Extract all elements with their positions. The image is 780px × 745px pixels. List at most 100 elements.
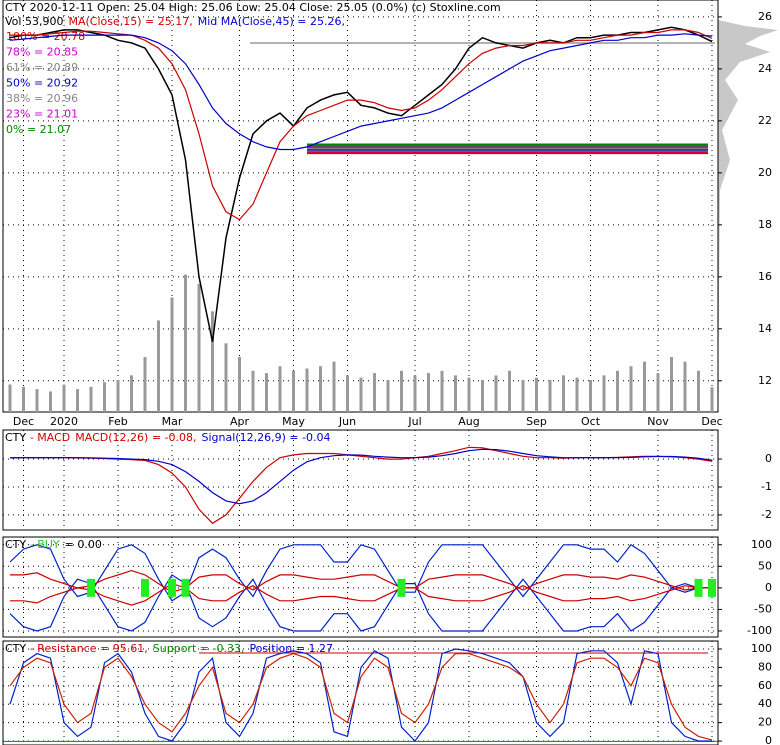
fib-label: 50% = 20.92 — [6, 77, 78, 90]
series-line — [9, 648, 712, 742]
volume-bar — [413, 375, 417, 412]
y-tick-label: 12 — [758, 374, 772, 387]
x-tick-label: Dec — [701, 415, 722, 428]
y-tick-label: 80 — [758, 660, 772, 673]
header-segment: Support = -0.33, — [153, 642, 245, 655]
series-line — [9, 448, 713, 505]
header-segment: CTY — [5, 642, 26, 655]
header-segment: - MACD — [30, 431, 70, 444]
volume-bar — [670, 357, 673, 412]
x-tick-label: Apr — [230, 415, 250, 428]
x-tick-label: Mar — [162, 415, 183, 428]
x-tick-label: Dec — [13, 415, 34, 428]
fib-label: 0% = 21.07 — [6, 123, 71, 136]
panel-frame — [2, 536, 719, 638]
y-tick-label: -50 — [754, 602, 772, 615]
header-segment: MA(Close,15) = 25.17, — [68, 15, 192, 28]
volume-bar — [251, 370, 255, 412]
volume-bar — [157, 320, 160, 412]
y-tick-label: 18 — [758, 218, 772, 231]
volume-bar — [130, 375, 133, 412]
volume-bar — [440, 370, 444, 412]
buy-marker — [694, 578, 703, 597]
header-segment: = 0.00 — [65, 538, 102, 551]
buy-marker — [141, 578, 149, 597]
buy-marker — [87, 578, 95, 597]
panel-header: CTY - MACD MACD(12,26) = -0.08, Signal(12,2… — [5, 431, 331, 444]
volume-bar — [49, 391, 52, 412]
series-line — [9, 574, 712, 632]
series-line — [10, 582, 712, 606]
volume-bar — [143, 357, 147, 412]
volume-bar — [521, 379, 525, 412]
volume-bar — [454, 375, 457, 412]
y-tick-label: 26 — [758, 10, 772, 23]
volume-bar — [211, 311, 214, 412]
y-tick-label: 0 — [765, 581, 772, 594]
volume-bar — [629, 366, 633, 412]
series-line — [9, 544, 712, 602]
series-line — [9, 33, 713, 151]
x-tick-label: Sep — [526, 415, 547, 428]
volume-bar — [589, 379, 592, 412]
x-tick-label: Jun — [338, 415, 356, 428]
volume-bar — [656, 373, 660, 412]
volume-bar — [548, 379, 552, 412]
volume-bar — [332, 361, 336, 412]
header-segment: - Resistance = 95.61, — [30, 642, 148, 655]
panel-frame — [2, 640, 719, 745]
volume-bar — [22, 386, 25, 412]
volume-bar — [359, 377, 363, 412]
volume-bar — [697, 370, 700, 412]
volume-bar — [305, 368, 309, 412]
y-tick-label: 60 — [758, 679, 772, 692]
y-tick-label: 14 — [758, 322, 772, 335]
fib-label: 61% = 20.89 — [6, 61, 78, 74]
fib-label: 78% = 20.85 — [6, 46, 78, 59]
x-tick-label: May — [282, 415, 305, 428]
volume-bar — [197, 283, 201, 412]
volume-bar — [535, 377, 538, 412]
y-tick-label: 22 — [758, 114, 772, 127]
header-segment: Signal(12,26,9) = -0.04 — [202, 431, 331, 444]
header-segment: CTY 2020-12-11 Open: 25.04 High: 25.06 L… — [5, 1, 501, 14]
x-tick-label: Jul — [407, 415, 421, 428]
volume-bar — [400, 370, 403, 412]
buy-marker — [708, 578, 716, 597]
header-segment: MACD(12,26) = -0.08, — [75, 431, 196, 444]
series-line — [9, 652, 713, 741]
volume-bar — [89, 386, 93, 412]
volume-bar — [427, 373, 430, 412]
volume-profile — [718, 20, 778, 410]
y-tick-label: 0 — [765, 734, 772, 745]
volume-bar — [643, 361, 646, 412]
volume-bar — [278, 366, 282, 412]
volume-bar — [319, 366, 322, 412]
volume-bar — [373, 373, 376, 412]
volume-bar — [562, 375, 565, 412]
volume-bar — [616, 370, 619, 412]
buy-marker — [397, 578, 406, 597]
buy-marker — [181, 578, 190, 597]
volume-bar — [386, 379, 390, 412]
fib-label: 23% = 21.01 — [6, 108, 78, 121]
volume-bar — [494, 375, 498, 412]
header-segment: Position = 1.27 — [249, 642, 333, 655]
header-segment: Vol 53,900 — [5, 15, 63, 28]
volume-bar — [184, 274, 187, 412]
volume-bar — [292, 370, 295, 412]
panel-header: Vol 53,900 MA(Close,15) = 25.17, Mid MA(Cl… — [5, 15, 345, 28]
x-tick-label: Nov — [647, 415, 669, 428]
volume-bar — [103, 382, 106, 412]
series-line — [9, 26, 713, 342]
fib-label: 38% = 20.96 — [6, 92, 78, 105]
y-tick-label: 20 — [758, 716, 772, 729]
x-tick-label: Feb — [108, 415, 127, 428]
header-segment: Mid MA(Close,45) = 25.26, — [198, 15, 345, 28]
volume-bar — [35, 389, 39, 412]
y-tick-label: -2 — [761, 508, 772, 521]
panel-header: CTY - Resistance = 95.61, Support = -0.33,… — [5, 642, 333, 655]
volume-bar — [602, 375, 606, 412]
header-segment: CTY — [5, 538, 26, 551]
